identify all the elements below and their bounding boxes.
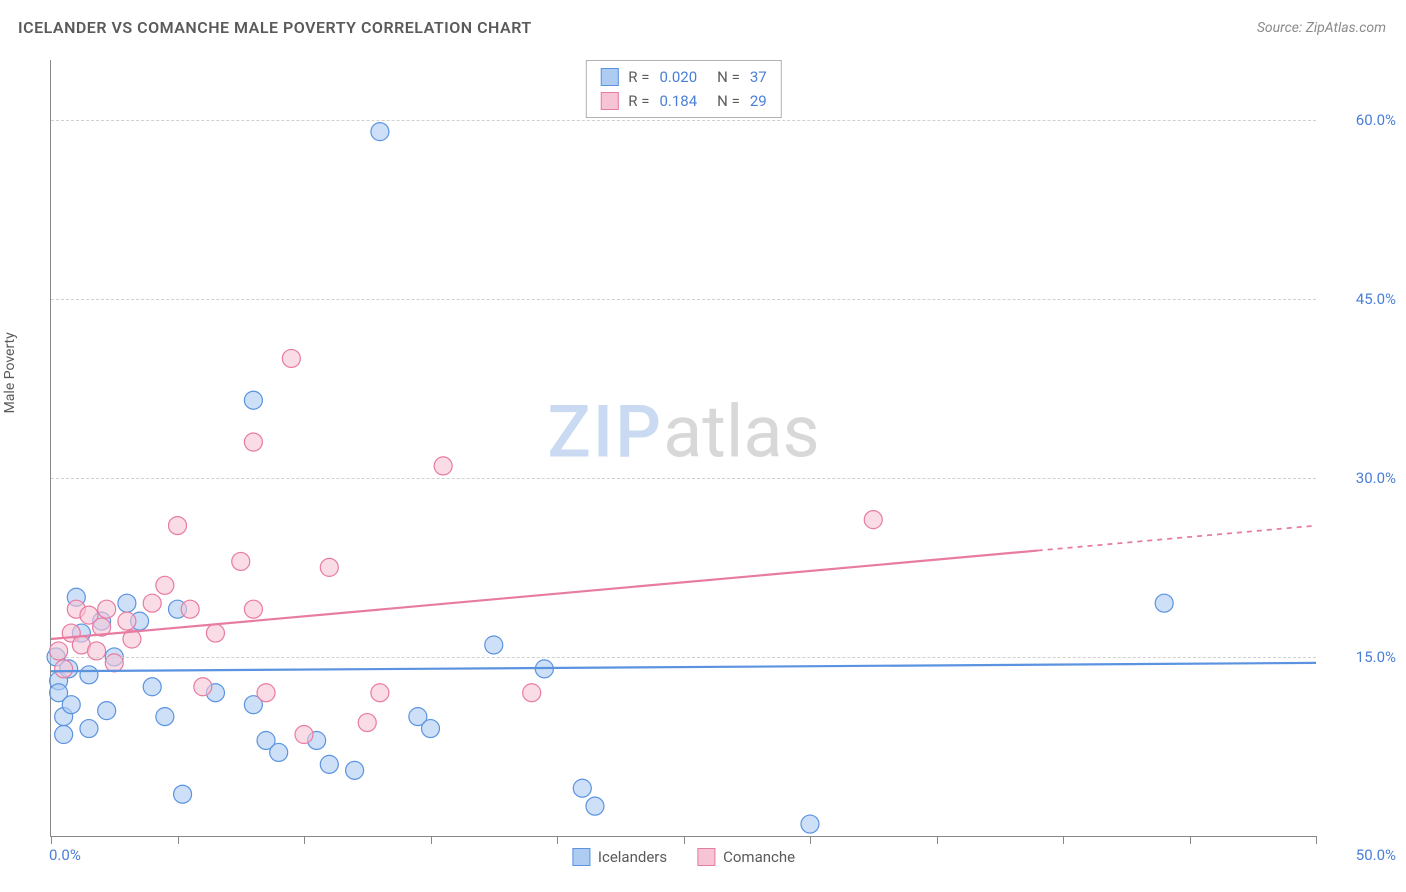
- legend-label: Comanche: [723, 848, 795, 866]
- scatter-point: [98, 600, 116, 618]
- scatter-point: [143, 678, 161, 696]
- scatter-point: [244, 391, 262, 409]
- x-axis-max-label: 50.0%: [1326, 846, 1396, 864]
- stats-row: R = 0.020 N = 37: [600, 65, 766, 89]
- scatter-point: [55, 660, 73, 678]
- scatter-point: [98, 702, 116, 720]
- scatter-point: [174, 785, 192, 803]
- gridline-h: [51, 657, 1316, 658]
- scatter-point: [586, 797, 604, 815]
- scatter-point: [346, 761, 364, 779]
- stats-r-label: R =: [628, 65, 649, 89]
- x-tick: [51, 836, 52, 844]
- chart-title: ICELANDER VS COMANCHE MALE POVERTY CORRE…: [18, 18, 532, 37]
- x-tick: [1063, 836, 1064, 844]
- scatter-point: [118, 594, 136, 612]
- trend-line: [51, 663, 1316, 671]
- trend-line-dashed: [1038, 526, 1316, 551]
- stats-row: R = 0.184 N = 29: [600, 89, 766, 113]
- scatter-point: [864, 511, 882, 529]
- scatter-point: [257, 684, 275, 702]
- scatter-point: [62, 696, 80, 714]
- gridline-h: [51, 478, 1316, 479]
- stats-r-value: 0.020: [659, 65, 697, 89]
- y-tick-label: 15.0%: [1326, 648, 1396, 666]
- legend-item: Icelanders: [572, 848, 667, 866]
- x-axis-min-label: 0.0%: [49, 846, 81, 864]
- plot-svg: [51, 60, 1316, 836]
- scatter-point: [434, 457, 452, 475]
- stats-n-label: N =: [717, 65, 740, 89]
- stats-n-value: 29: [750, 89, 767, 113]
- x-tick: [304, 836, 305, 844]
- x-tick: [1190, 836, 1191, 844]
- scatter-point: [80, 720, 98, 738]
- chart-container: ICELANDER VS COMANCHE MALE POVERTY CORRE…: [0, 0, 1406, 892]
- scatter-point: [320, 558, 338, 576]
- x-tick: [1316, 836, 1317, 844]
- legend-label: Icelanders: [598, 848, 667, 866]
- stats-swatch: [600, 92, 618, 110]
- y-axis-label: Male Poverty: [2, 332, 18, 413]
- scatter-point: [295, 726, 313, 744]
- gridline-h: [51, 120, 1316, 121]
- scatter-point: [282, 349, 300, 367]
- stats-box: R = 0.020 N = 37 R = 0.184 N = 29: [585, 60, 781, 118]
- trend-line: [51, 551, 1038, 639]
- scatter-point: [80, 666, 98, 684]
- stats-n-label: N =: [717, 89, 740, 113]
- stats-n-value: 37: [750, 65, 767, 89]
- scatter-point: [55, 726, 73, 744]
- x-tick: [431, 836, 432, 844]
- bottom-legend: Icelanders Comanche: [572, 848, 795, 866]
- legend-swatch: [572, 848, 590, 866]
- scatter-point: [156, 576, 174, 594]
- x-tick: [178, 836, 179, 844]
- scatter-point: [320, 755, 338, 773]
- stats-r-label: R =: [628, 89, 649, 113]
- y-tick-label: 45.0%: [1326, 290, 1396, 308]
- x-tick: [557, 836, 558, 844]
- scatter-point: [801, 815, 819, 833]
- plot-area: ZIPatlas R =0.020N =37R =0.184N =29 Icel…: [50, 60, 1316, 837]
- scatter-point: [206, 624, 224, 642]
- scatter-point: [232, 552, 250, 570]
- scatter-point: [143, 594, 161, 612]
- legend-item: Comanche: [697, 848, 795, 866]
- gridline-h: [51, 299, 1316, 300]
- scatter-point: [573, 779, 591, 797]
- scatter-point: [485, 636, 503, 654]
- scatter-point: [169, 517, 187, 535]
- chart-source: Source: ZipAtlas.com: [1257, 20, 1386, 36]
- scatter-point: [371, 684, 389, 702]
- scatter-point: [156, 708, 174, 726]
- scatter-point: [194, 678, 212, 696]
- scatter-point: [358, 714, 376, 732]
- scatter-point: [118, 612, 136, 630]
- scatter-point: [1155, 594, 1173, 612]
- scatter-point: [422, 720, 440, 738]
- scatter-point: [244, 433, 262, 451]
- scatter-point: [244, 600, 262, 618]
- scatter-point: [181, 600, 199, 618]
- scatter-point: [270, 743, 288, 761]
- scatter-point: [523, 684, 541, 702]
- stats-r-value: 0.184: [659, 89, 697, 113]
- stats-swatch: [600, 68, 618, 86]
- x-tick: [810, 836, 811, 844]
- y-tick-label: 60.0%: [1326, 111, 1396, 129]
- x-tick: [684, 836, 685, 844]
- legend-swatch: [697, 848, 715, 866]
- scatter-point: [371, 123, 389, 141]
- y-tick-label: 30.0%: [1326, 469, 1396, 487]
- x-tick: [937, 836, 938, 844]
